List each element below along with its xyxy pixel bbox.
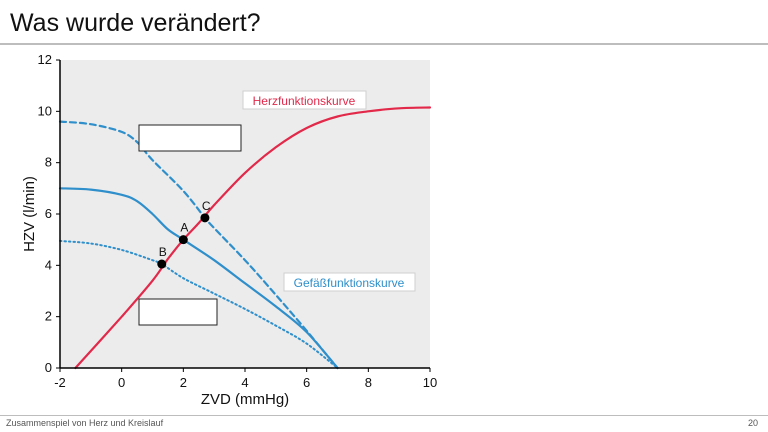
herzfunktionskurve-label-box: Herzfunktionskurve	[242, 90, 367, 110]
blank-answer-box-top[interactable]	[138, 124, 242, 152]
x-tick-label: 10	[423, 375, 437, 390]
y-tick-label: 0	[45, 360, 52, 375]
y-tick-label: 6	[45, 206, 52, 221]
x-tick-label: 4	[241, 375, 248, 390]
point-label: B	[159, 245, 167, 259]
footer-divider	[0, 415, 768, 416]
series-line-solid	[74, 106, 432, 370]
series-line-solid	[58, 187, 339, 370]
x-tick-label: 2	[180, 375, 187, 390]
page-number: 20	[747, 418, 758, 428]
x-tick-label: 0	[118, 375, 125, 390]
x-tick-label: 8	[365, 375, 372, 390]
gefaessfunktionskurve-label: Gefäßfunktionskurve	[294, 276, 405, 290]
point-marker	[178, 235, 188, 245]
series-line-dotted	[59, 239, 339, 369]
y-tick-label: 10	[38, 103, 52, 118]
point-label: C	[202, 199, 211, 213]
y-tick-label: 8	[45, 155, 52, 170]
x-axis-label: ZVD (mmHg)	[201, 391, 289, 408]
point-marker	[157, 259, 167, 269]
herzfunktionskurve-label: Herzfunktionskurve	[253, 94, 356, 108]
slide-title: Was wurde verändert?	[10, 9, 261, 37]
series-line-dashed	[58, 120, 339, 370]
y-tick-label: 4	[45, 257, 52, 272]
title-divider	[0, 43, 768, 45]
gefaessfunktionskurve-label-box: Gefäßfunktionskurve	[283, 272, 416, 292]
x-tick-label: 6	[303, 375, 310, 390]
footer-text: Zusammenspiel von Herz und Kreislauf	[6, 418, 164, 428]
y-axis-label: HZV (l/min)	[21, 176, 38, 252]
markers: AB C	[157, 199, 211, 269]
point-label: A	[180, 221, 188, 235]
y-tick-label: 12	[38, 52, 52, 67]
y-tick-label: 2	[45, 309, 52, 324]
blank-answer-box-bottom[interactable]	[138, 298, 218, 326]
point-marker	[200, 213, 210, 223]
x-tick-label: -2	[54, 375, 66, 390]
curves	[58, 106, 432, 370]
